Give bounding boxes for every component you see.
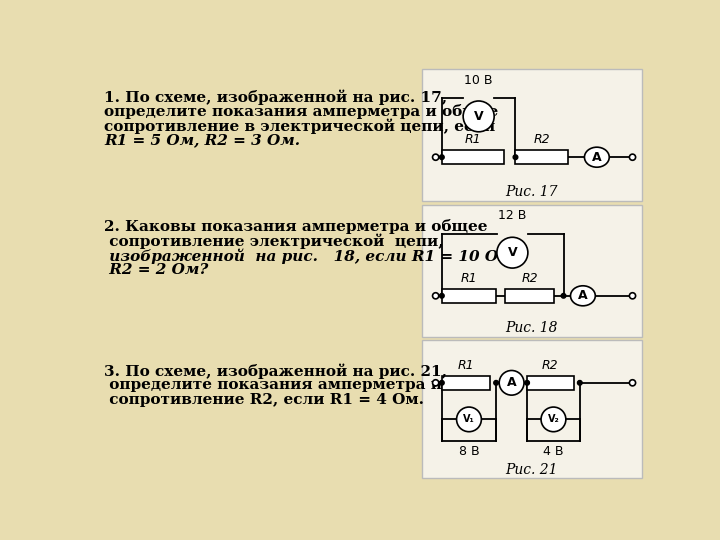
- Text: сопротивление в электрической цепи, если: сопротивление в электрической цепи, если: [104, 119, 495, 134]
- Text: Рис. 21: Рис. 21: [505, 463, 558, 477]
- Text: R2: R2: [521, 272, 538, 285]
- Text: V: V: [508, 246, 517, 259]
- Circle shape: [439, 381, 444, 385]
- Circle shape: [456, 407, 482, 431]
- Bar: [505, 289, 554, 303]
- Circle shape: [494, 381, 498, 385]
- Text: 3. По схеме, изображенной на рис. 21,: 3. По схеме, изображенной на рис. 21,: [104, 363, 447, 379]
- Bar: [516, 150, 568, 164]
- Text: Рис. 17: Рис. 17: [505, 185, 558, 199]
- Text: 10 В: 10 В: [464, 73, 493, 87]
- Circle shape: [541, 407, 566, 431]
- Text: V₂: V₂: [548, 414, 559, 424]
- Circle shape: [497, 237, 528, 268]
- Text: 4 В: 4 В: [543, 445, 564, 458]
- Circle shape: [561, 294, 566, 298]
- Text: сопротивление электрической  цепи,: сопротивление электрической цепи,: [104, 233, 444, 249]
- Text: 2. Каковы показания амперметра и общее: 2. Каковы показания амперметра и общее: [104, 219, 487, 234]
- Text: A: A: [592, 151, 602, 164]
- Text: определите показания амперметра и: определите показания амперметра и: [104, 378, 442, 392]
- Text: R1: R1: [458, 359, 474, 372]
- Ellipse shape: [570, 286, 595, 306]
- Text: сопротивление R2, если R1 = 4 Ом.: сопротивление R2, если R1 = 4 Ом.: [104, 393, 424, 407]
- Bar: [442, 376, 490, 390]
- Circle shape: [433, 154, 438, 160]
- Circle shape: [629, 154, 636, 160]
- Text: V: V: [474, 110, 483, 123]
- Text: Рис. 18: Рис. 18: [505, 321, 558, 335]
- Circle shape: [513, 155, 518, 159]
- Text: 8 В: 8 В: [459, 445, 480, 458]
- Ellipse shape: [585, 147, 609, 167]
- Circle shape: [577, 381, 582, 385]
- Bar: [422, 205, 642, 338]
- Circle shape: [525, 381, 529, 385]
- Circle shape: [629, 293, 636, 299]
- Text: R1: R1: [464, 133, 481, 146]
- Bar: [442, 289, 496, 303]
- Text: 1. По схеме, изображенной на рис. 17,: 1. По схеме, изображенной на рис. 17,: [104, 90, 447, 105]
- Text: V₁: V₁: [463, 414, 475, 424]
- Circle shape: [433, 293, 438, 299]
- Circle shape: [433, 380, 438, 386]
- Text: A: A: [507, 376, 516, 389]
- Circle shape: [463, 101, 494, 132]
- Bar: [527, 376, 574, 390]
- Text: R2: R2: [534, 133, 550, 146]
- Bar: [442, 150, 504, 164]
- Bar: [422, 340, 642, 477]
- Circle shape: [629, 380, 636, 386]
- Text: R1 = 5 Ом, R2 = 3 Ом.: R1 = 5 Ом, R2 = 3 Ом.: [104, 133, 300, 147]
- Circle shape: [439, 294, 444, 298]
- Circle shape: [499, 370, 524, 395]
- Text: R1: R1: [461, 272, 477, 285]
- Text: R2 = 2 Ом?: R2 = 2 Ом?: [104, 262, 208, 276]
- Text: R2: R2: [542, 359, 559, 372]
- Text: 12 В: 12 В: [498, 209, 526, 222]
- Text: определите показания амперметра и общее: определите показания амперметра и общее: [104, 104, 498, 119]
- Text: изображенной  на рис.   18, если R1 = 10 Ом,: изображенной на рис. 18, если R1 = 10 Ом…: [104, 248, 518, 264]
- Bar: [422, 69, 642, 201]
- Text: A: A: [578, 289, 588, 302]
- Circle shape: [439, 155, 444, 159]
